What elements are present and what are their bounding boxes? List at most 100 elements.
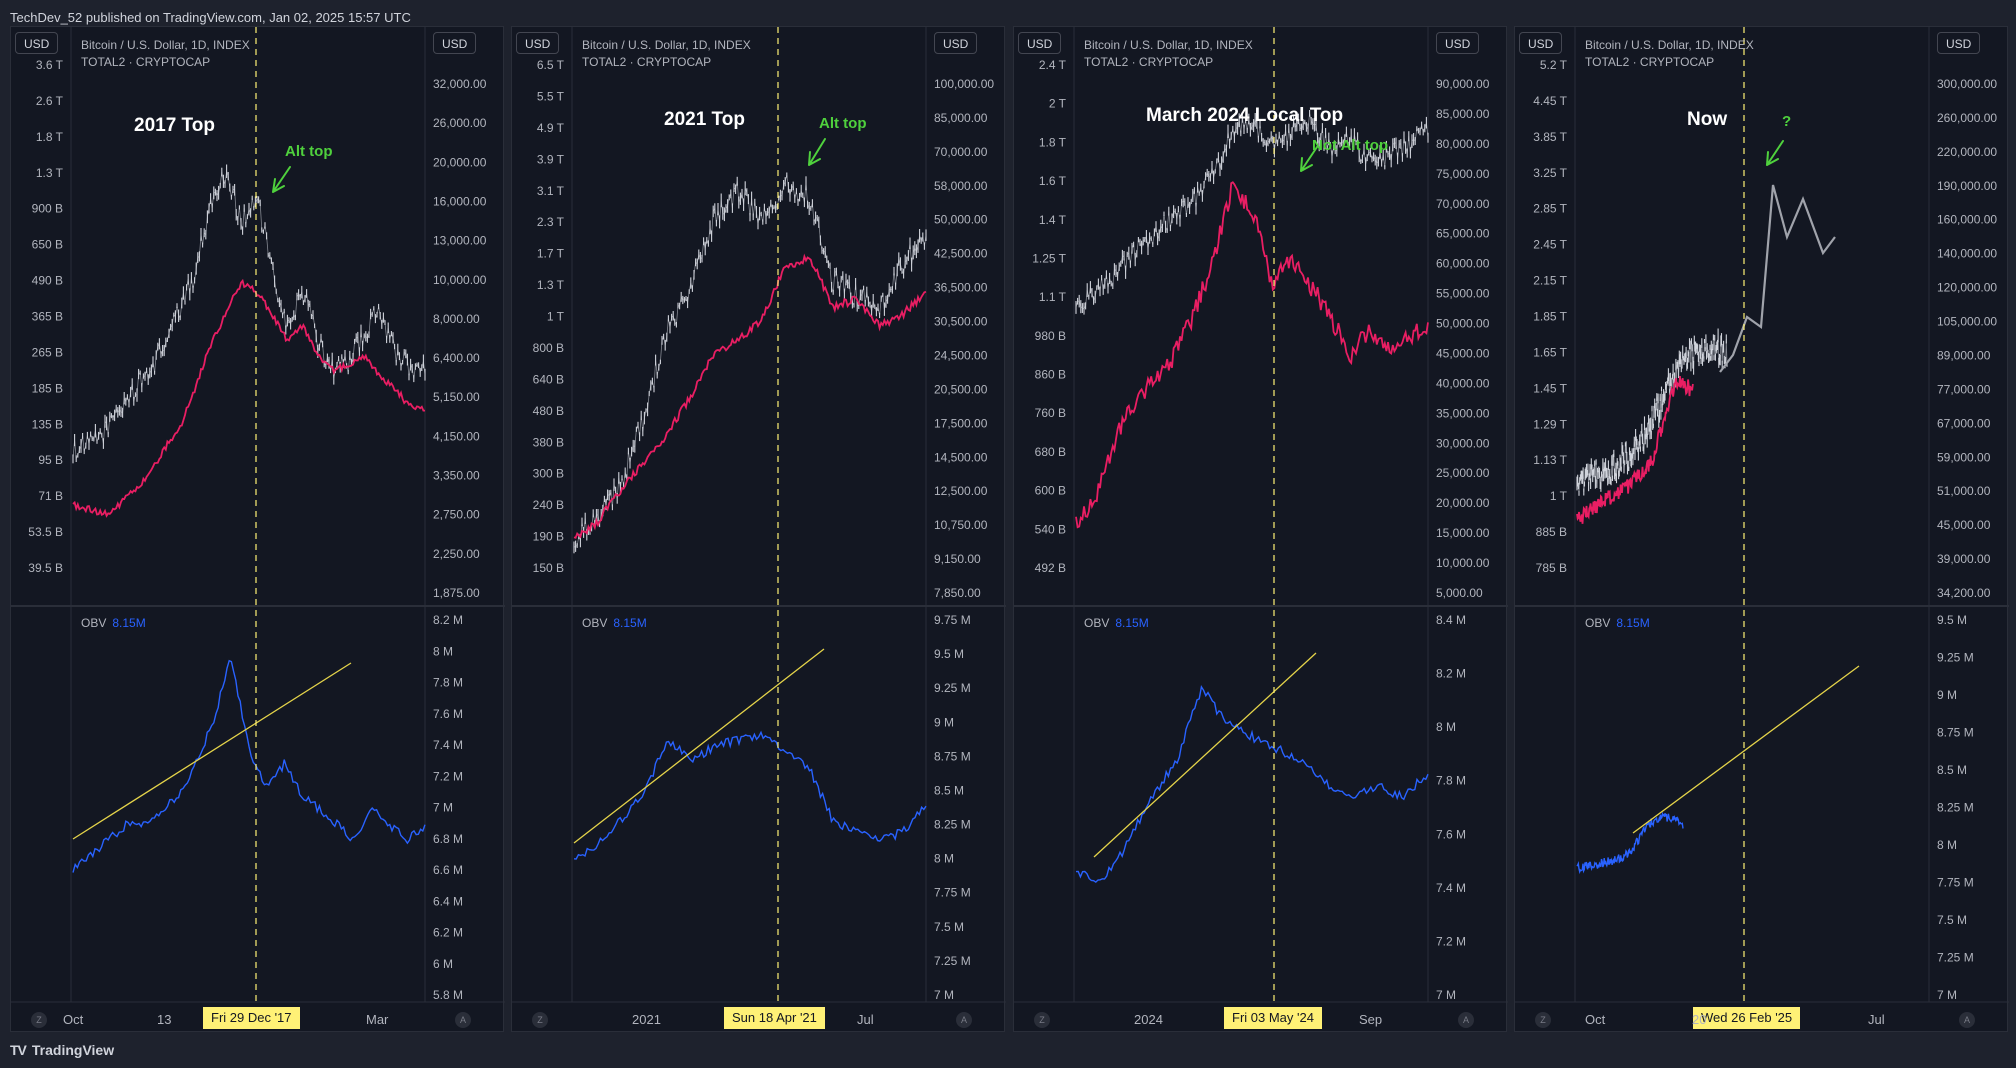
obv-tick-label: 7 M (433, 801, 453, 815)
left-tick-label: 640 B (533, 372, 564, 386)
obv-tick-label: 7 M (1937, 988, 1957, 1002)
right-tick-label: 59,000.00 (1937, 450, 1991, 464)
left-tick-label: 2.4 T (1039, 58, 1067, 72)
scale-left-button-icon[interactable]: Z (1535, 1012, 1551, 1028)
left-tick-label: 540 B (1035, 522, 1066, 536)
right-tick-label: 89,000.00 (1937, 348, 1991, 362)
left-tick-label: 95 B (38, 453, 63, 467)
chart-panel-3[interactable]: 2.4 T 2 T 1.8 T 1.6 T 1.4 T 1.25 T 1.1 T 980 B 8… (1013, 26, 1508, 1032)
right-tick-label: 30,000.00 (1436, 436, 1490, 450)
chart-panel-1[interactable]: 3.6 T 2.6 T 1.8 T 1.3 T 900 B 650 B 490 B 365 B… (10, 26, 505, 1032)
legend-secondary-symbol: TOTAL2 · CRYPTOCAP (1084, 55, 1214, 69)
left-tick-label: 3.9 T (537, 152, 565, 166)
right-tick-label: 160,000.00 (1937, 213, 1997, 227)
scale-left-button-icon[interactable]: Z (1034, 1012, 1050, 1028)
left-tick-label: 800 B (533, 341, 564, 355)
obv-line (72, 659, 426, 873)
scale-left-button-icon[interactable]: Z (532, 1012, 548, 1028)
obv-legend: OBV 8.15M (1084, 616, 1149, 630)
currency-button-left[interactable]: USD (516, 32, 560, 54)
obv-tick-label: 7.5 M (934, 920, 964, 934)
btc-price-series (573, 172, 927, 554)
annotation-arrow (1766, 140, 1784, 166)
annotation-label: Alt top (285, 143, 333, 160)
scale-left-button-icon[interactable]: Z (31, 1012, 47, 1028)
right-tick-label: 17,500.00 (934, 416, 988, 430)
left-tick-label: 185 B (32, 381, 63, 395)
obv-tick-label: 6.6 M (433, 863, 463, 877)
left-tick-label: 6.5 T (537, 58, 565, 72)
right-tick-label: 16,000.00 (433, 194, 487, 208)
right-tick-label: 39,000.00 (1937, 552, 1991, 566)
right-tick-label: 10,750.00 (934, 518, 988, 532)
scale-auto-button-icon[interactable]: A (1458, 1012, 1474, 1028)
publisher-header: TechDev_52 published on TradingView.com,… (10, 10, 411, 25)
currency-button-right[interactable]: USD (1937, 32, 1981, 54)
scale-auto-button-icon[interactable]: A (956, 1012, 972, 1028)
obv-legend: OBV 8.15M (81, 616, 146, 630)
obv-tick-label: 6 M (433, 957, 453, 971)
left-tick-label: 1 T (1550, 489, 1568, 503)
legend-secondary-symbol: TOTAL2 · CRYPTOCAP (1585, 55, 1715, 69)
left-tick-label: 492 B (1035, 561, 1066, 575)
time-axis-label: Jul (1868, 1012, 1885, 1027)
obv-tick-label: 9.5 M (934, 647, 964, 661)
obv-line (1576, 811, 1684, 875)
currency-button-right[interactable]: USD (1436, 32, 1480, 54)
currency-button-left[interactable]: USD (1018, 32, 1062, 54)
currency-button-left[interactable]: USD (1519, 32, 1563, 54)
scale-auto-button-icon[interactable]: A (455, 1012, 471, 1028)
right-tick-label: 100,000.00 (934, 77, 994, 91)
right-tick-label: 45,000.00 (1937, 518, 1991, 532)
right-tick-label: 9,150.00 (934, 552, 981, 566)
obv-line (573, 730, 927, 860)
left-tick-label: 1.3 T (36, 166, 64, 180)
left-tick-label: 4.45 T (1533, 94, 1567, 108)
right-tick-label: 2,750.00 (433, 508, 480, 522)
left-tick-label: 2.85 T (1533, 202, 1567, 216)
chart-panel-4[interactable]: 5.2 T 4.45 T 3.85 T 3.25 T 2.85 T 2.45 T 2.15 … (1514, 26, 2009, 1032)
legend-symbol: Bitcoin / U.S. Dollar, 1D, INDEX (81, 38, 250, 52)
obv-tick-label: 8 M (1937, 838, 1957, 852)
left-tick-label: 785 B (1536, 561, 1567, 575)
currency-button-left[interactable]: USD (15, 32, 59, 54)
chart-title: 2017 Top (134, 115, 215, 136)
left-tick-label: 135 B (32, 417, 63, 431)
obv-tick-label: 6.4 M (433, 894, 463, 908)
obv-tick-label: 7.5 M (1937, 913, 1967, 927)
right-tick-label: 36,500.00 (934, 281, 988, 295)
right-tick-label: 51,000.00 (1937, 484, 1991, 498)
obv-value: 8.15M (613, 616, 647, 630)
obv-label: OBV (81, 616, 107, 630)
obv-tick-label: 7.4 M (1436, 881, 1466, 895)
obv-tick-label: 8.75 M (1937, 726, 1974, 740)
legend-symbol: Bitcoin / U.S. Dollar, 1D, INDEX (1585, 38, 1754, 52)
right-tick-label: 4,150.00 (433, 429, 480, 443)
obv-tick-label: 7.6 M (1436, 827, 1466, 841)
left-tick-label: 5.2 T (1540, 58, 1568, 72)
right-tick-label: 20,000.00 (1436, 496, 1490, 510)
obv-tick-label: 7.8 M (433, 676, 463, 690)
left-tick-label: 53.5 B (28, 525, 63, 539)
right-tick-label: 220,000.00 (1937, 145, 1997, 159)
right-tick-label: 10,000.00 (1436, 556, 1490, 570)
right-tick-label: 42,500.00 (934, 247, 988, 261)
footer-brand[interactable]: TV TradingView (10, 1042, 114, 1058)
currency-button-right[interactable]: USD (433, 32, 477, 54)
legend-symbol: Bitcoin / U.S. Dollar, 1D, INDEX (582, 38, 751, 52)
left-tick-label: 885 B (1536, 525, 1567, 539)
right-tick-label: 90,000.00 (1436, 77, 1490, 91)
obv-tick-label: 7.4 M (433, 738, 463, 752)
chart-panel-2[interactable]: 6.5 T 5.5 T 4.9 T 3.9 T 3.1 T 2.3 T 1.7 T 1.3 T… (511, 26, 1006, 1032)
right-tick-label: 20,000.00 (433, 155, 487, 169)
chart-title: Now (1687, 109, 1728, 130)
date-marker-label: Wed 26 Feb '25 (1693, 1007, 1801, 1029)
btc-price-line (1576, 335, 1728, 494)
scale-auto-button-icon[interactable]: A (1959, 1012, 1975, 1028)
currency-button-right[interactable]: USD (934, 32, 978, 54)
right-tick-label: 32,000.00 (433, 77, 487, 91)
right-tick-label: 77,000.00 (1937, 382, 1991, 396)
right-tick-label: 50,000.00 (1436, 317, 1490, 331)
right-tick-label: 14,500.00 (934, 450, 988, 464)
right-tick-label: 13,000.00 (433, 234, 487, 248)
